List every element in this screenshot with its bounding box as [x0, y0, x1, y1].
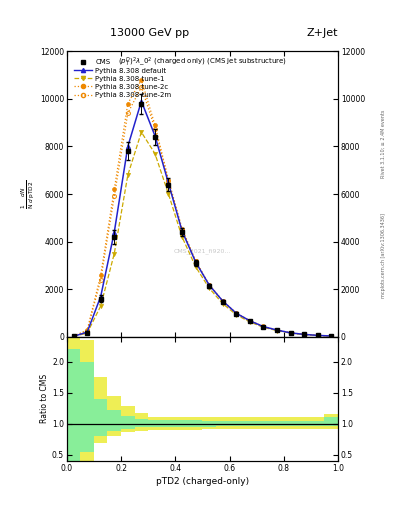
Text: Z+Jet: Z+Jet	[307, 28, 338, 38]
Y-axis label: Ratio to CMS: Ratio to CMS	[40, 374, 49, 423]
Text: $(p_T^D)^2\lambda\_0^2$ (charged only) (CMS jet substructure): $(p_T^D)^2\lambda\_0^2$ (charged only) (…	[118, 55, 287, 69]
Text: CMS_2021_fi920...: CMS_2021_fi920...	[174, 248, 231, 254]
Text: Rivet 3.1.10; ≥ 2.4M events: Rivet 3.1.10; ≥ 2.4M events	[381, 109, 386, 178]
Legend: CMS, Pythia 8.308 default, Pythia 8.308 tune-1, Pythia 8.308 tune-2c, Pythia 8.3: CMS, Pythia 8.308 default, Pythia 8.308 …	[73, 57, 173, 100]
Text: mcplots.cern.ch [arXiv:1306.3436]: mcplots.cern.ch [arXiv:1306.3436]	[381, 214, 386, 298]
X-axis label: pTD2 (charged-only): pTD2 (charged-only)	[156, 477, 249, 486]
Text: 13000 GeV pp: 13000 GeV pp	[110, 28, 189, 38]
Y-axis label: $\frac{1}{\mathrm{N}}\,\frac{dN}{d\,\mathrm{pTD2}}$: $\frac{1}{\mathrm{N}}\,\frac{dN}{d\,\mat…	[20, 180, 37, 208]
